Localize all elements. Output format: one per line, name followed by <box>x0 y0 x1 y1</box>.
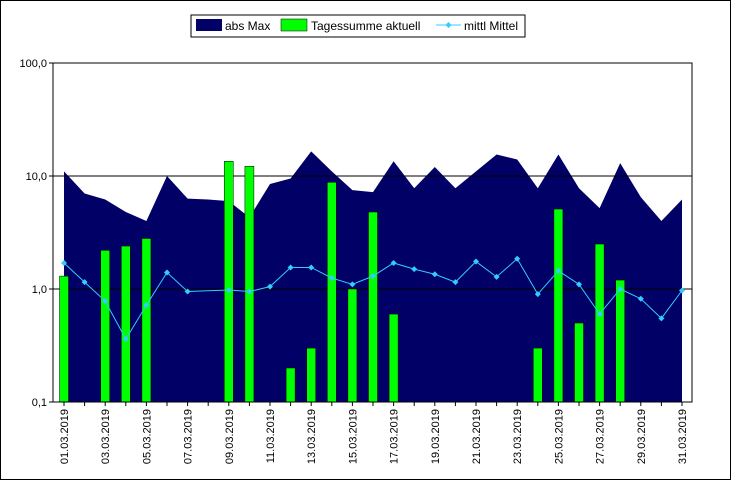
mittl-mittel-point <box>102 298 109 305</box>
mittl-mittel-point <box>267 283 273 290</box>
x-tick-label: 13.03.2019 <box>306 409 318 464</box>
mittl-mittel-point <box>679 287 685 294</box>
legend-label-tagessumme: Tagessumme aktuell <box>311 19 420 33</box>
bar <box>141 238 152 403</box>
legend-marker-mittl-mittel <box>445 22 452 28</box>
bar <box>121 245 131 403</box>
x-tick-label: 03.03.2019 <box>100 409 112 464</box>
bar <box>615 279 625 403</box>
mittl-mittel-point <box>555 267 562 274</box>
mittl-mittel-point <box>493 273 500 280</box>
bar <box>368 211 378 403</box>
mittl-mittel-point <box>184 288 191 295</box>
bar <box>224 161 234 403</box>
mittl-mittel-point <box>534 291 541 298</box>
mittl-mittel-point <box>61 259 67 266</box>
bar <box>59 275 69 403</box>
mittl-mittel-point <box>617 286 624 292</box>
x-tick-label: 25.03.2019 <box>553 409 565 464</box>
bar <box>594 243 605 403</box>
bar <box>533 347 543 403</box>
bar <box>327 182 337 403</box>
mittl-mittel-point <box>287 264 294 271</box>
mittl-mittel-point <box>370 273 376 280</box>
bar <box>347 288 358 403</box>
axes: 100,0 10,0 1,0 0,1 01.03.2019 03.03.2019 05.03… <box>19 58 693 464</box>
mittl-mittel-point <box>390 259 397 266</box>
x-tick-label: 21.03.2019 <box>471 409 483 464</box>
x-tick-label: 27.03.2019 <box>595 409 607 464</box>
y-tick-label: 1,0 <box>32 284 47 296</box>
legend-label-abs-max: abs Max <box>225 19 270 33</box>
x-tick-label: 05.03.2019 <box>141 409 153 464</box>
legend-swatch-abs-max <box>196 19 222 31</box>
mittl-mittel-point <box>514 255 521 262</box>
x-tick-label: 01.03.2019 <box>59 409 71 464</box>
mittl-mittel-point <box>328 275 335 282</box>
x-tick-label: 31.03.2019 <box>677 409 689 464</box>
bar <box>244 165 255 403</box>
x-tick-label: 17.03.2019 <box>389 409 401 464</box>
mittl-mittel-point <box>431 271 438 278</box>
x-tick-label: 23.03.2019 <box>512 409 524 464</box>
x-tick-label: 11.03.2019 <box>265 409 277 463</box>
mittl-mittel-point <box>164 269 170 276</box>
mittl-mittel-line <box>61 255 685 343</box>
legend-label-mittl-mittel: mittl Mittel <box>464 19 518 33</box>
legend-box <box>190 14 526 38</box>
bar <box>388 313 399 403</box>
x-tick-label: 15.03.2019 <box>347 409 359 464</box>
mittl-mittel-point <box>637 295 644 302</box>
legend: abs Max Tagessumme aktuell mittl Mittel <box>190 14 526 38</box>
y-tick-label: 10,0 <box>26 171 47 183</box>
mittl-mittel-point <box>576 281 582 288</box>
x-tick-label: 09.03.2019 <box>224 409 236 464</box>
mittl-mittel-point <box>473 258 479 265</box>
x-tick-label: 07.03.2019 <box>183 409 195 464</box>
bar <box>306 347 316 403</box>
y-tick-label: 100,0 <box>19 58 47 70</box>
mittl-mittel-point <box>225 286 232 293</box>
mittl-mittel-point <box>596 311 603 318</box>
mittl-mittel-point <box>143 302 150 309</box>
mittl-mittel-polyline <box>63 258 683 341</box>
x-tick-label: 29.03.2019 <box>636 409 648 464</box>
bar <box>100 250 110 403</box>
bar <box>553 208 564 403</box>
bar <box>285 367 296 403</box>
mittl-mittel-point <box>246 288 253 295</box>
mittl-mittel-point <box>81 279 88 286</box>
legend-swatch-tagessumme <box>280 18 308 32</box>
tagessumme-bars <box>59 161 625 403</box>
x-tick-label: 19.03.2019 <box>430 409 442 464</box>
mittl-mittel-point <box>308 264 315 271</box>
y-tick-label: 0,1 <box>32 397 47 409</box>
mittl-mittel-point <box>658 315 665 322</box>
mittl-mittel-point <box>349 281 356 288</box>
mittl-mittel-point <box>452 279 459 286</box>
mittl-mittel-point <box>122 336 129 343</box>
mittl-mittel-point <box>411 266 418 273</box>
bar <box>574 322 584 403</box>
